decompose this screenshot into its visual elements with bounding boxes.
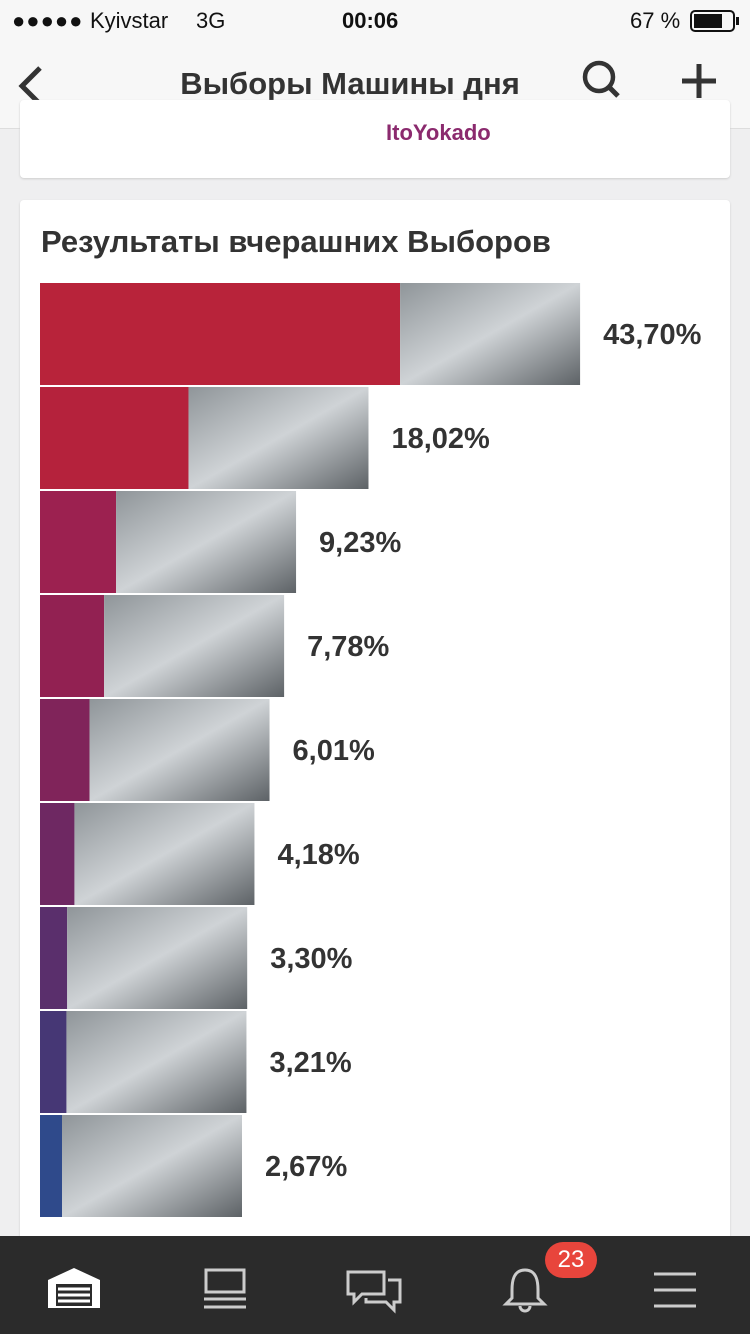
value-label: 18,02% [391, 423, 490, 455]
status-bar: ●●●●● Kyivstar 3G 00:06 67 % [0, 0, 750, 40]
car-photo [400, 283, 581, 385]
back-button[interactable] [14, 64, 48, 108]
bar [40, 699, 90, 801]
bar [40, 907, 68, 1009]
value-label: 43,70% [603, 319, 702, 351]
car-photo [89, 699, 270, 801]
tab-bar: 23 [0, 1236, 750, 1334]
bar [40, 595, 105, 697]
battery-icon [690, 10, 739, 32]
value-label: 6,01% [293, 735, 375, 767]
bar [40, 803, 75, 905]
bar [40, 1011, 67, 1113]
chart-title: Результаты вчерашних Выборов [41, 224, 551, 259]
value-label: 3,21% [269, 1047, 351, 1079]
chart: 43,70% 18,02% 9,23% 7,78% 6,01% 4,18% 3,30% 3,2… [40, 283, 702, 1217]
nav-title: Выборы Машины дня [180, 66, 520, 101]
bar [40, 491, 117, 593]
signal: ●●●●● [12, 8, 84, 33]
value-label: 2,67% [265, 1151, 347, 1183]
value-label: 4,18% [277, 839, 359, 871]
carrier: Kyivstar [90, 8, 169, 33]
car-photo [116, 491, 297, 593]
messages-tab[interactable] [344, 1264, 404, 1314]
menu-tab[interactable] [652, 1270, 698, 1310]
previous-card: ItoYokado [20, 100, 730, 178]
notification-badge: 23 [545, 1242, 597, 1278]
car-photo [188, 387, 369, 489]
battery-text: 67 % [630, 8, 681, 33]
bar [40, 387, 189, 489]
garage-tab[interactable] [44, 1266, 104, 1310]
car-photo [67, 907, 248, 1009]
car-photo [74, 803, 255, 905]
notifications-tab[interactable] [500, 1264, 550, 1314]
car-photo [104, 595, 285, 697]
time: 00:06 [342, 8, 399, 33]
bar [40, 283, 401, 385]
value-label: 3,30% [270, 943, 352, 975]
add-button[interactable] [680, 62, 718, 100]
bar [40, 1115, 63, 1217]
car-photo [66, 1011, 247, 1113]
previous-card-text: ItoYokado [386, 120, 491, 145]
network: 3G [196, 8, 226, 33]
value-label: 9,23% [319, 527, 401, 559]
value-label: 7,78% [307, 631, 389, 663]
feed-tab[interactable] [200, 1266, 250, 1310]
car-photo [62, 1115, 243, 1217]
search-button[interactable] [580, 58, 624, 104]
